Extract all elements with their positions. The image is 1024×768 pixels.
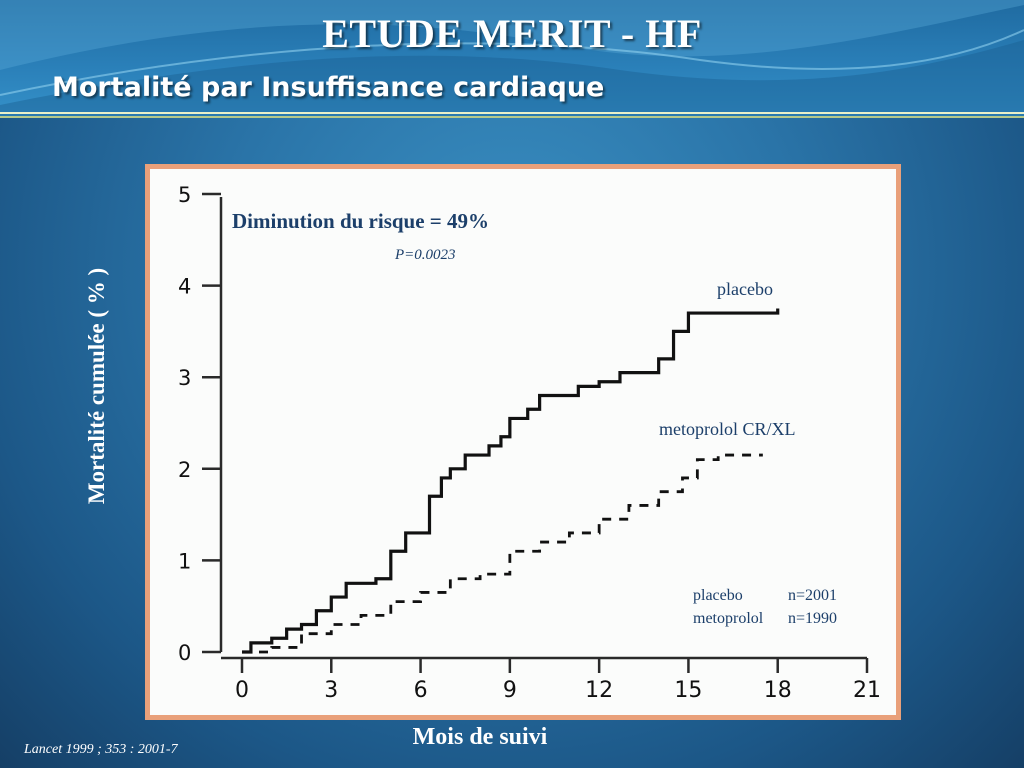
- placebo-series-label: placebo: [717, 279, 773, 299]
- x-tick-label: 0: [235, 678, 249, 703]
- y-tick-label: 0: [178, 641, 191, 665]
- x-tick-label: 21: [853, 678, 881, 703]
- risk-reduction-annotation: Diminution du risque = 49%: [232, 209, 489, 233]
- x-tick-label: 9: [503, 678, 517, 703]
- y-tick-label: 1: [178, 549, 191, 573]
- slide-subtitle: Mortalité par Insuffisance cardiaque: [52, 72, 605, 103]
- y-tick-label: 5: [178, 183, 191, 207]
- n-placebo-value: n=2001: [788, 587, 837, 604]
- chart-frame: 0 1 2 3 4 5 0 3 6 9 12 15 18 21 Diminution du risque …: [145, 164, 901, 720]
- citation-reference: Lancet 1999 ; 353 : 2001-7: [24, 742, 178, 757]
- header-separator-line-secondary: [0, 116, 1024, 118]
- y-tick-label: 3: [178, 366, 191, 390]
- chart-series-layer: [242, 308, 780, 654]
- y-axis-label: Mortalité cumulée ( % ): [84, 267, 109, 505]
- chart-label-layer: Diminution du risque = 49% P=0.0023 plac…: [232, 209, 837, 627]
- placebo-curve: [242, 308, 780, 654]
- x-tick-label: 18: [764, 678, 792, 703]
- header-wave-decoration: [0, 0, 1024, 118]
- x-tick-label: 12: [585, 678, 613, 703]
- chart-area: 0 1 2 3 4 5 0 3 6 9 12 15 18 21 Diminution du risque …: [150, 169, 896, 715]
- y-tick-label: 4: [178, 275, 191, 299]
- n-placebo-name: placebo: [693, 587, 743, 604]
- n-metoprolol-value: n=1990: [788, 610, 837, 627]
- metoprolol-curve: [242, 453, 763, 654]
- header-separator-line: [0, 112, 1024, 114]
- slide-title: ETUDE MERIT - HF: [322, 11, 702, 56]
- n-metoprolol-name: metoprolol: [693, 610, 764, 627]
- x-tick-label: 6: [414, 678, 428, 703]
- x-tick-label: 3: [324, 678, 338, 703]
- y-tick-label: 2: [178, 458, 191, 482]
- x-axis-label: Mois de suivi: [412, 724, 548, 750]
- metoprolol-series-label: metoprolol CR/XL: [659, 419, 796, 439]
- p-value-annotation: P=0.0023: [394, 247, 456, 263]
- slide-header: ETUDE MERIT - HF Mortalité par Insuffisa…: [0, 0, 1024, 118]
- x-tick-label: 15: [674, 678, 702, 703]
